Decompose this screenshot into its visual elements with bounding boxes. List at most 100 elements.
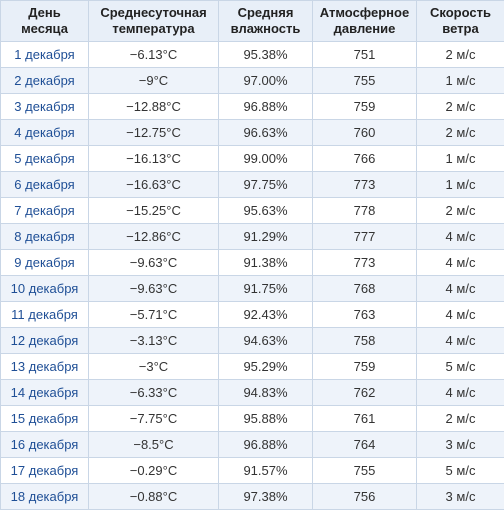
table-cell: −16.13°C bbox=[88, 145, 219, 172]
table-cell: −0.29°C bbox=[88, 457, 219, 484]
day-link[interactable]: 4 декабря bbox=[0, 119, 89, 146]
table-cell: 94.83% bbox=[218, 379, 313, 406]
table-cell: 756 bbox=[312, 483, 417, 510]
table-row: 14 декабря −6.33°C 94.83% 762 4 м/с bbox=[0, 379, 504, 406]
table-cell: 1 м/с bbox=[416, 67, 504, 94]
day-link[interactable]: 13 декабря bbox=[0, 353, 89, 380]
table-cell: 99.00% bbox=[218, 145, 313, 172]
table-cell: 91.75% bbox=[218, 275, 313, 302]
table-cell: 1 м/с bbox=[416, 171, 504, 198]
table-row: 9 декабря −9.63°C 91.38% 773 4 м/с bbox=[0, 249, 504, 276]
table-head: День месяца Среднесуточная температура Сре… bbox=[0, 0, 504, 42]
day-link[interactable]: 6 декабря bbox=[0, 171, 89, 198]
table-row: 1 декабря −6.13°C 95.38% 751 2 м/с bbox=[0, 41, 504, 68]
table-cell: 95.88% bbox=[218, 405, 313, 432]
table-cell: 2 м/с bbox=[416, 119, 504, 146]
table-cell: −3°C bbox=[88, 353, 219, 380]
table-row: 10 декабря −9.63°C 91.75% 768 4 м/с bbox=[0, 275, 504, 302]
table-cell: 91.38% bbox=[218, 249, 313, 276]
day-link[interactable]: 15 декабря bbox=[0, 405, 89, 432]
table-cell: 768 bbox=[312, 275, 417, 302]
table-cell: 2 м/с bbox=[416, 41, 504, 68]
table-cell: 5 м/с bbox=[416, 457, 504, 484]
table-cell: 3 м/с bbox=[416, 431, 504, 458]
table-cell: −0.88°C bbox=[88, 483, 219, 510]
day-link[interactable]: 12 декабря bbox=[0, 327, 89, 354]
table-cell: 97.00% bbox=[218, 67, 313, 94]
day-link[interactable]: 1 декабря bbox=[0, 41, 89, 68]
table-cell: −5.71°C bbox=[88, 301, 219, 328]
table-cell: −3.13°C bbox=[88, 327, 219, 354]
table-cell: 4 м/с bbox=[416, 275, 504, 302]
table-cell: 97.75% bbox=[218, 171, 313, 198]
table-cell: 760 bbox=[312, 119, 417, 146]
day-link[interactable]: 7 декабря bbox=[0, 197, 89, 224]
table-cell: 766 bbox=[312, 145, 417, 172]
table-cell: −9.63°C bbox=[88, 249, 219, 276]
table-cell: −15.25°C bbox=[88, 197, 219, 224]
column-header: Среднесуточная температура bbox=[88, 0, 219, 42]
table-cell: 91.29% bbox=[218, 223, 313, 250]
table-cell: 4 м/с bbox=[416, 223, 504, 250]
table-row: 3 декабря −12.88°C 96.88% 759 2 м/с bbox=[0, 93, 504, 120]
table-row: 17 декабря −0.29°C 91.57% 755 5 м/с bbox=[0, 457, 504, 484]
day-link[interactable]: 8 декабря bbox=[0, 223, 89, 250]
day-link[interactable]: 16 декабря bbox=[0, 431, 89, 458]
column-header: Скорость ветра bbox=[416, 0, 504, 42]
table-cell: 759 bbox=[312, 353, 417, 380]
table-cell: 95.63% bbox=[218, 197, 313, 224]
table-cell: 751 bbox=[312, 41, 417, 68]
day-link[interactable]: 17 декабря bbox=[0, 457, 89, 484]
table-cell: 755 bbox=[312, 457, 417, 484]
table-cell: 95.29% bbox=[218, 353, 313, 380]
table-row: 16 декабря −8.5°C 96.88% 764 3 м/с bbox=[0, 431, 504, 458]
table-cell: 773 bbox=[312, 249, 417, 276]
day-link[interactable]: 10 декабря bbox=[0, 275, 89, 302]
day-link[interactable]: 11 декабря bbox=[0, 301, 89, 328]
table-cell: −16.63°C bbox=[88, 171, 219, 198]
day-link[interactable]: 18 декабря bbox=[0, 483, 89, 510]
table-cell: 773 bbox=[312, 171, 417, 198]
header-row: День месяца Среднесуточная температура Сре… bbox=[0, 0, 504, 42]
table-cell: 3 м/с bbox=[416, 483, 504, 510]
table-cell: 94.63% bbox=[218, 327, 313, 354]
table-cell: 4 м/с bbox=[416, 379, 504, 406]
column-header: День месяца bbox=[0, 0, 89, 42]
table-cell: 1 м/с bbox=[416, 145, 504, 172]
day-link[interactable]: 3 декабря bbox=[0, 93, 89, 120]
table-cell: 2 м/с bbox=[416, 93, 504, 120]
table-cell: 96.88% bbox=[218, 93, 313, 120]
table-cell: −12.88°C bbox=[88, 93, 219, 120]
table-cell: 763 bbox=[312, 301, 417, 328]
table-body: 1 декабря −6.13°C 95.38% 751 2 м/с 2 декабря −… bbox=[0, 41, 504, 510]
table-cell: 778 bbox=[312, 197, 417, 224]
table-cell: 4 м/с bbox=[416, 249, 504, 276]
table-cell: 2 м/с bbox=[416, 197, 504, 224]
table-cell: 96.63% bbox=[218, 119, 313, 146]
table-row: 13 декабря −3°C 95.29% 759 5 м/с bbox=[0, 353, 504, 380]
column-header: Атмосферное давление bbox=[312, 0, 417, 42]
table-cell: 4 м/с bbox=[416, 301, 504, 328]
day-link[interactable]: 2 декабря bbox=[0, 67, 89, 94]
table-cell: 764 bbox=[312, 431, 417, 458]
day-link[interactable]: 5 декабря bbox=[0, 145, 89, 172]
table-cell: −8.5°C bbox=[88, 431, 219, 458]
day-link[interactable]: 14 декабря bbox=[0, 379, 89, 406]
table-row: 7 декабря −15.25°C 95.63% 778 2 м/с bbox=[0, 197, 504, 224]
table-row: 2 декабря −9°C 97.00% 755 1 м/с bbox=[0, 67, 504, 94]
table-row: 5 декабря −16.13°C 99.00% 766 1 м/с bbox=[0, 145, 504, 172]
table-cell: 759 bbox=[312, 93, 417, 120]
table-row: 12 декабря −3.13°C 94.63% 758 4 м/с bbox=[0, 327, 504, 354]
table-cell: 5 м/с bbox=[416, 353, 504, 380]
table-cell: 755 bbox=[312, 67, 417, 94]
table-cell: 96.88% bbox=[218, 431, 313, 458]
table-cell: 4 м/с bbox=[416, 327, 504, 354]
table-row: 8 декабря −12.86°C 91.29% 777 4 м/с bbox=[0, 223, 504, 250]
table-cell: 758 bbox=[312, 327, 417, 354]
day-link[interactable]: 9 декабря bbox=[0, 249, 89, 276]
table-cell: −12.86°C bbox=[88, 223, 219, 250]
table-cell: −7.75°C bbox=[88, 405, 219, 432]
table-cell: 777 bbox=[312, 223, 417, 250]
table-row: 4 декабря −12.75°C 96.63% 760 2 м/с bbox=[0, 119, 504, 146]
